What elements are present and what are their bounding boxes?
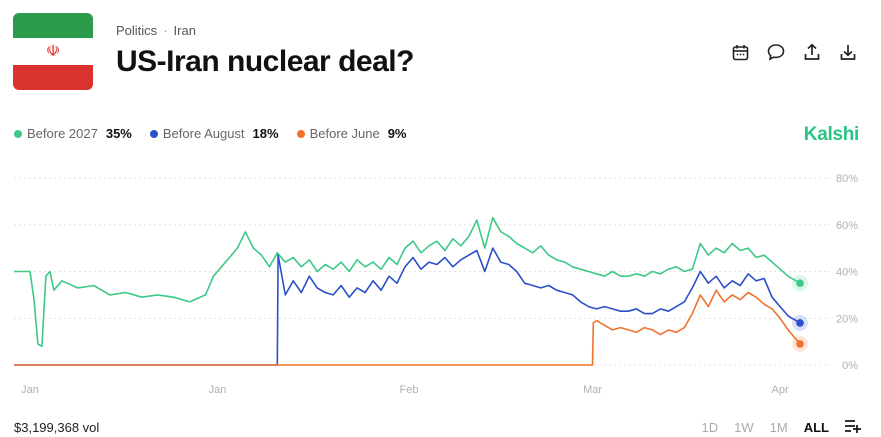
series-endpoint <box>796 279 804 287</box>
x-tick-label: Apr <box>772 384 789 396</box>
iran-emblem-icon: ☫ <box>45 43 61 61</box>
range-all-button[interactable]: ALL <box>803 420 829 435</box>
legend-item-before-august[interactable]: Before August 18% <box>149 126 279 141</box>
series-endpoint <box>796 340 804 348</box>
legend-label: Before June <box>309 126 380 141</box>
time-range-selector: 1D 1W 1M ALL <box>702 419 861 436</box>
iran-flag-image: ☫ <box>13 13 93 90</box>
header-actions <box>729 41 859 63</box>
breadcrumb-politics[interactable]: Politics <box>116 23 158 38</box>
comment-icon[interactable] <box>765 41 787 63</box>
breadcrumb: Politics · Iran <box>116 23 196 38</box>
x-tick-label: Feb <box>400 384 419 396</box>
y-tick-label: 80% <box>836 173 858 185</box>
legend-item-before-june[interactable]: Before June 9% <box>296 126 407 141</box>
legend-swatch-icon <box>14 129 22 138</box>
legend-value: 9% <box>387 126 407 141</box>
range-1m-button[interactable]: 1M <box>769 420 788 435</box>
legend-value: 35% <box>105 126 132 141</box>
y-tick-label: 40% <box>836 267 858 279</box>
chart-legend: Before 2027 35% Before August 18% Before… <box>14 126 406 141</box>
list-add-icon[interactable] <box>845 419 861 436</box>
legend-item-before-2027[interactable]: Before 2027 35% <box>14 126 132 141</box>
price-chart[interactable]: 0% 20% 40% 60% 80% Jan Jan Feb Mar Apr <box>0 160 881 398</box>
share-icon[interactable] <box>801 41 823 63</box>
kalshi-logo: Kalshi <box>803 124 860 145</box>
calendar-icon[interactable] <box>729 41 751 63</box>
y-tick-label: 20% <box>836 313 858 325</box>
x-tick-label: Mar <box>583 384 602 396</box>
y-tick-label: 0% <box>842 360 858 372</box>
breadcrumb-iran[interactable]: Iran <box>173 23 196 38</box>
series-endpoint <box>796 319 804 327</box>
range-1d-button[interactable]: 1D <box>701 420 719 435</box>
series-line-2 <box>14 289 801 366</box>
legend-label: Before August <box>162 126 245 141</box>
range-1w-button[interactable]: 1W <box>734 420 754 435</box>
legend-label: Before 2027 <box>27 126 98 141</box>
legend-value: 18% <box>252 126 279 141</box>
page-title: US-Iran nuclear deal? <box>116 45 414 78</box>
x-tick-label: Jan <box>209 384 227 396</box>
legend-swatch-icon <box>149 129 158 138</box>
y-tick-label: 60% <box>836 220 858 232</box>
x-tick-label: Jan <box>21 384 39 396</box>
download-icon[interactable] <box>837 41 859 63</box>
series-line-0 <box>14 216 801 348</box>
series-line-1 <box>14 247 801 366</box>
volume-label: $3,199,368 vol <box>14 420 100 435</box>
legend-swatch-icon <box>296 129 305 138</box>
